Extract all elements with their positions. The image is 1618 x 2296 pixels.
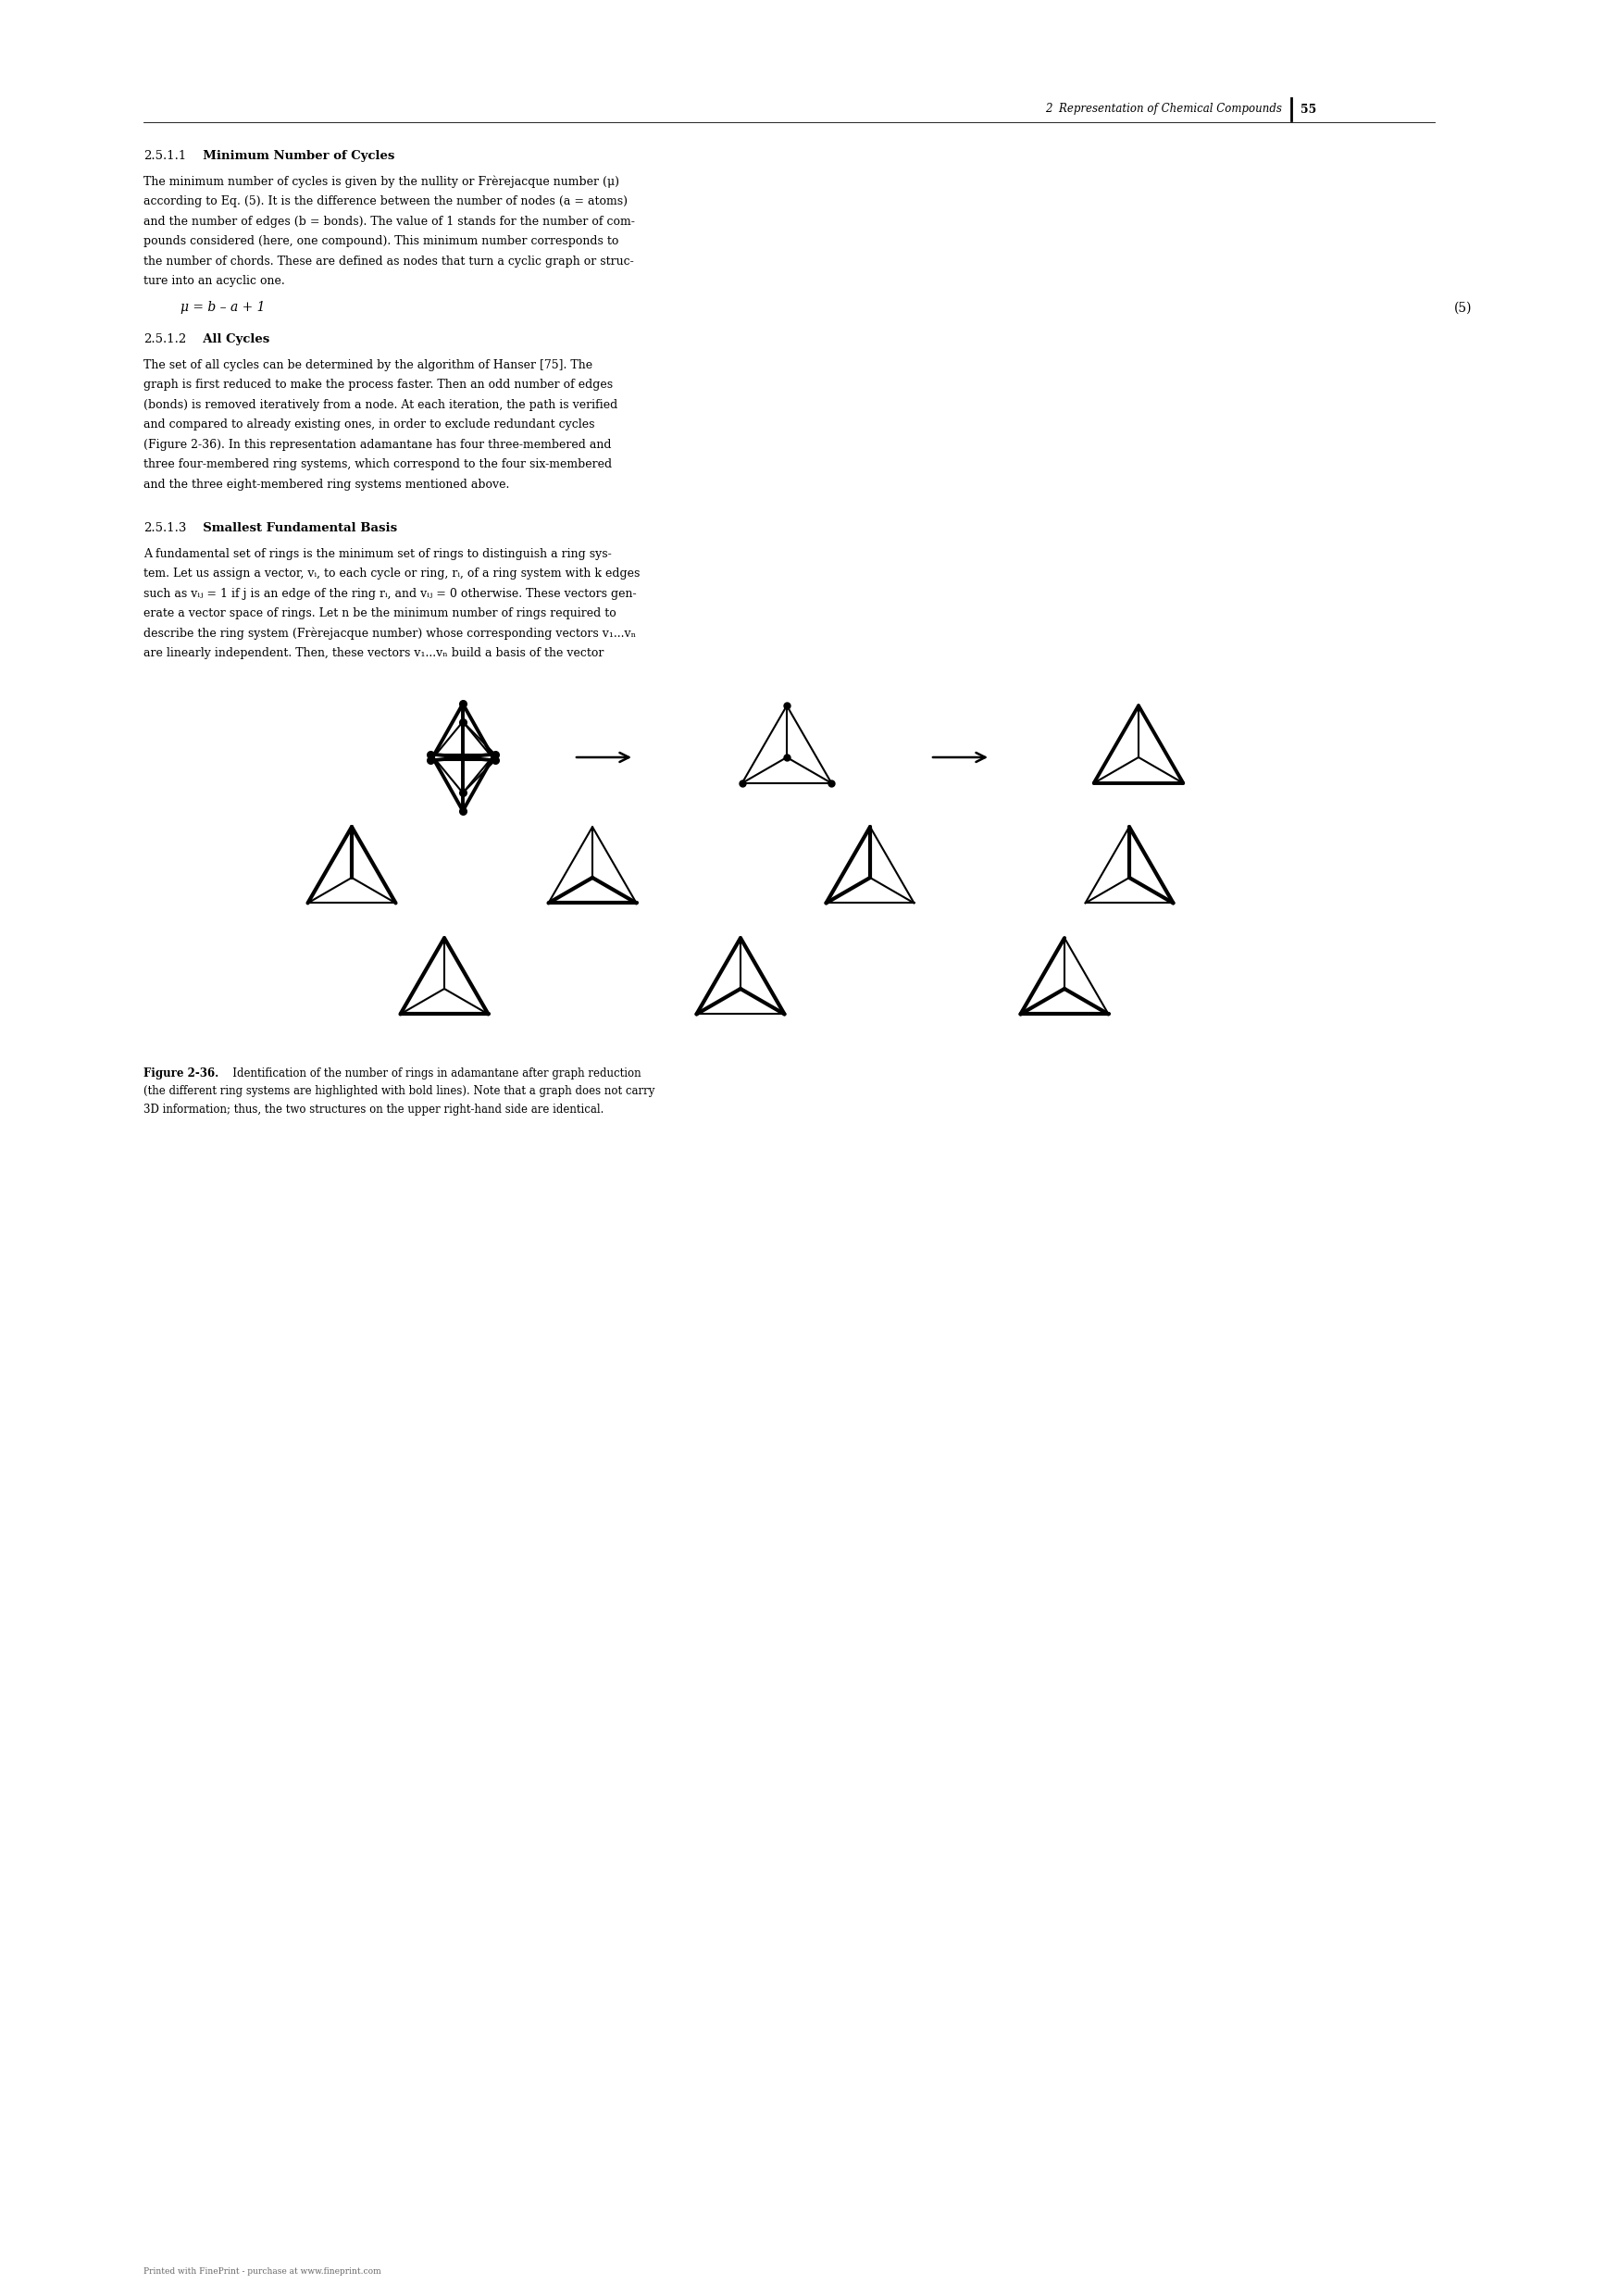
Text: The minimum number of cycles is given by the nullity or Frèrejacque number (μ): The minimum number of cycles is given by… — [144, 177, 620, 188]
Text: (bonds) is removed iteratively from a node. At each iteration, the path is verif: (bonds) is removed iteratively from a no… — [144, 400, 618, 411]
Text: (Figure 2-36). In this representation adamantane has four three-membered and: (Figure 2-36). In this representation ad… — [144, 439, 612, 450]
Text: Figure 2-36.: Figure 2-36. — [144, 1068, 218, 1079]
Text: Minimum Number of Cycles: Minimum Number of Cycles — [194, 149, 395, 163]
Text: 2.5.1.1: 2.5.1.1 — [144, 149, 186, 163]
Text: (5): (5) — [1453, 301, 1472, 315]
Text: according to Eq. (5). It is the difference between the number of nodes (a = atom: according to Eq. (5). It is the differen… — [144, 195, 628, 209]
Text: and the number of edges (b = bonds). The value of 1 stands for the number of com: and the number of edges (b = bonds). The… — [144, 216, 634, 227]
Text: μ = b – a + 1: μ = b – a + 1 — [181, 301, 265, 315]
Text: Identification of the number of rings in adamantane after graph reduction: Identification of the number of rings in… — [222, 1068, 641, 1079]
Text: such as vᵢⱼ = 1 if j is an edge of the ring rᵢ, and vᵢⱼ = 0 otherwise. These vec: such as vᵢⱼ = 1 if j is an edge of the r… — [144, 588, 636, 599]
Text: tem. Let us assign a vector, vᵢ, to each cycle or ring, rᵢ, of a ring system wit: tem. Let us assign a vector, vᵢ, to each… — [144, 567, 641, 581]
Text: are linearly independent. Then, these vectors v₁...vₙ build a basis of the vecto: are linearly independent. Then, these ve… — [144, 647, 604, 659]
Text: ture into an acyclic one.: ture into an acyclic one. — [144, 276, 285, 287]
Text: The set of all cycles can be determined by the algorithm of Hanser [75]. The: The set of all cycles can be determined … — [144, 358, 592, 372]
Text: describe the ring system (Frèrejacque number) whose corresponding vectors v₁...v: describe the ring system (Frèrejacque nu… — [144, 627, 636, 641]
Text: (the different ring systems are highlighted with bold lines). Note that a graph : (the different ring systems are highligh… — [144, 1086, 655, 1097]
Text: and compared to already existing ones, in order to exclude redundant cycles: and compared to already existing ones, i… — [144, 418, 595, 432]
Text: erate a vector space of rings. Let n be the minimum number of rings required to: erate a vector space of rings. Let n be … — [144, 608, 616, 620]
Text: 2.5.1.3: 2.5.1.3 — [144, 521, 186, 535]
Text: 55: 55 — [1301, 103, 1317, 115]
Text: and the three eight-membered ring systems mentioned above.: and the three eight-membered ring system… — [144, 478, 510, 491]
Text: Smallest Fundamental Basis: Smallest Fundamental Basis — [194, 521, 396, 535]
Text: Printed with FinePrint - purchase at www.fineprint.com: Printed with FinePrint - purchase at www… — [144, 2268, 382, 2275]
Text: A fundamental set of rings is the minimum set of rings to distinguish a ring sys: A fundamental set of rings is the minimu… — [144, 549, 612, 560]
Text: 2.5.1.2: 2.5.1.2 — [144, 333, 186, 344]
Text: pounds considered (here, one compound). This minimum number corresponds to: pounds considered (here, one compound). … — [144, 236, 618, 248]
Text: 3D information; thus, the two structures on the upper right-hand side are identi: 3D information; thus, the two structures… — [144, 1104, 604, 1116]
Text: All Cycles: All Cycles — [194, 333, 270, 344]
Text: the number of chords. These are defined as nodes that turn a cyclic graph or str: the number of chords. These are defined … — [144, 255, 634, 269]
Text: graph is first reduced to make the process faster. Then an odd number of edges: graph is first reduced to make the proce… — [144, 379, 613, 390]
Text: three four-membered ring systems, which correspond to the four six-membered: three four-membered ring systems, which … — [144, 459, 612, 471]
Text: 2  Representation of Chemical Compounds: 2 Representation of Chemical Compounds — [1045, 103, 1281, 115]
